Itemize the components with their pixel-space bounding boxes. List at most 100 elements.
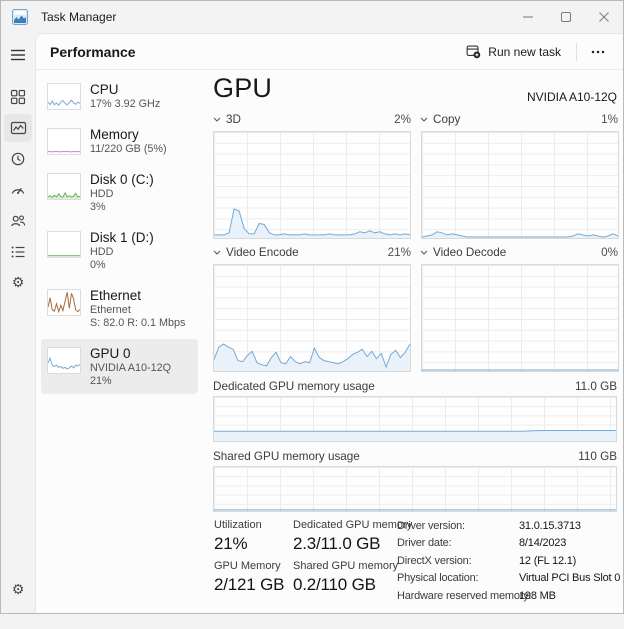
gpu-heading: GPU (213, 73, 273, 103)
nav-processes[interactable] (4, 83, 32, 111)
header-divider (576, 42, 577, 61)
settings-gear-icon: ⚙ (11, 582, 25, 598)
gpu0-usage: 21% (90, 375, 112, 387)
nav-services[interactable]: ⚙ (4, 269, 32, 297)
memory-subtitle: 11/220 GB (5%) (90, 143, 167, 155)
gpu-stats: Utilization 21% Dedicated GPU memory 2.3… (213, 519, 624, 629)
gpu0-name: NVIDIA A10-12Q (90, 362, 172, 374)
run-new-task-label: Run new task (488, 44, 561, 59)
collapse-video-decode-icon[interactable] (420, 250, 428, 255)
ethernet-adapter: Ethernet (90, 304, 131, 316)
copy-chart (421, 131, 619, 239)
stat-gpu-memory: GPU Memory 2/121 GB (214, 560, 285, 594)
3d-chart (213, 131, 411, 239)
dedicated-memory-chart (213, 396, 617, 442)
minimize-button[interactable] (509, 1, 547, 33)
cpu-subtitle: 17% 3.92 GHz (90, 98, 161, 110)
window-title: Task Manager (41, 10, 117, 24)
dedicated-memory-max: 11.0 GB (574, 380, 617, 393)
cpu-mini-chart (47, 83, 81, 110)
maximize-icon (561, 12, 571, 22)
3d-percent: 2% (394, 113, 411, 126)
gpu-adapter-name: NVIDIA A10-12Q (526, 90, 617, 104)
nav-details[interactable] (4, 238, 32, 266)
disk0-mini-chart (47, 173, 81, 200)
memory-title: Memory (90, 127, 139, 142)
sidebar-item-disk1[interactable]: Disk 1 (D:) HDD 0% (41, 223, 198, 278)
video-encode-chart (213, 264, 411, 372)
sidebar-item-memory[interactable]: Memory 11/220 GB (5%) (41, 120, 198, 162)
sidebar-item-ethernet[interactable]: Ethernet Ethernet S: 82.0 R: 0.1 Mbps (41, 281, 198, 336)
disk0-usage: 3% (90, 201, 106, 213)
details-list-icon (11, 246, 25, 258)
video-decode-percent: 0% (601, 246, 618, 259)
shared-memory-chart (213, 466, 617, 512)
cpu-title: CPU (90, 82, 119, 97)
nav-rail: ⚙ ⚙ (1, 33, 35, 613)
directx-version-row: DirectX version: 12 (FL 12.1) (397, 554, 577, 567)
copy-percent: 1% (601, 113, 618, 126)
menu-button[interactable] (4, 41, 32, 69)
chart-header-3d: 3D 2% (213, 113, 411, 126)
disk1-mini-chart (47, 231, 81, 258)
stat-utilization: Utilization 21% (214, 519, 262, 553)
disk1-type: HDD (90, 246, 114, 258)
close-icon (599, 12, 609, 22)
shared-memory-header: Shared GPU memory usage 110 GB (213, 450, 617, 463)
video-decode-chart (421, 264, 619, 372)
window-controls (509, 1, 623, 33)
driver-date-row: Driver date: 8/14/2023 (397, 537, 567, 550)
collapse-3d-icon[interactable] (213, 117, 221, 122)
services-icon: ⚙ (11, 275, 25, 291)
nav-users[interactable] (4, 207, 32, 235)
collapse-video-encode-icon[interactable] (213, 250, 221, 255)
processes-icon (10, 89, 26, 105)
performance-icon (10, 121, 26, 135)
disk1-title: Disk 1 (D:) (90, 230, 154, 245)
ethernet-mini-chart (47, 289, 81, 316)
nav-startup-apps[interactable] (4, 176, 32, 204)
history-clock-icon (11, 152, 25, 166)
minimize-icon (523, 16, 533, 18)
card-header: Performance Run new task (36, 34, 623, 70)
page-title: Performance (50, 43, 136, 60)
memory-mini-chart (47, 128, 81, 155)
sidebar-item-gpu0[interactable]: GPU 0 NVIDIA A10-12Q 21% (41, 339, 198, 394)
shared-memory-max: 110 GB (578, 450, 617, 463)
run-new-task-button[interactable]: Run new task (457, 39, 570, 64)
content-area: CPU 17% 3.92 GHz Memory 11/220 GB (5%) D… (36, 71, 624, 613)
video-encode-percent: 21% (387, 246, 411, 259)
nav-performance[interactable] (4, 114, 32, 142)
stat-dedicated-memory: Dedicated GPU memory 2.3/11.0 GB (293, 519, 413, 553)
users-icon (11, 215, 26, 227)
settings-button[interactable]: ⚙ (4, 576, 32, 604)
app-icon (12, 9, 28, 25)
run-new-task-icon (466, 45, 481, 59)
disk0-title: Disk 0 (C:) (90, 172, 154, 187)
chart-header-video-decode: Video Decode 0% (420, 246, 618, 259)
gpu0-title: GPU 0 (90, 346, 131, 361)
disk0-type: HDD (90, 188, 114, 200)
close-button[interactable] (585, 1, 623, 33)
hamburger-icon (11, 49, 25, 61)
driver-info-list: Driver version: 31.0.15.3713 Driver date… (397, 520, 624, 607)
more-options-button[interactable] (583, 40, 613, 64)
ellipsis-icon (591, 50, 605, 53)
performance-sidebar: CPU 17% 3.92 GHz Memory 11/220 GB (5%) D… (41, 75, 198, 397)
driver-version-row: Driver version: 31.0.15.3713 (397, 520, 581, 532)
maximize-button[interactable] (547, 1, 585, 33)
chart-header-copy: Copy 1% (420, 113, 618, 126)
gpu0-mini-chart (47, 347, 81, 374)
gauge-icon (11, 188, 25, 194)
stat-shared-memory: Shared GPU memory 0.2/110 GB (293, 560, 399, 594)
sidebar-item-disk0[interactable]: Disk 0 (C:) HDD 3% (41, 165, 198, 220)
nav-app-history[interactable] (4, 145, 32, 173)
physical-location-row: Physical location: Virtual PCI Bus Slot … (397, 572, 624, 585)
hardware-reserved-row: Hardware reserved memory: 198 MB (397, 589, 556, 602)
gpu-detail-panel: GPU NVIDIA A10-12Q 3D 2% Copy 1% (212, 73, 624, 613)
collapse-copy-icon[interactable] (420, 117, 428, 122)
disk1-usage: 0% (90, 259, 106, 271)
sidebar-item-cpu[interactable]: CPU 17% 3.92 GHz (41, 75, 198, 117)
dedicated-memory-header: Dedicated GPU memory usage 11.0 GB (213, 380, 617, 393)
chart-header-video-encode: Video Encode 21% (213, 246, 411, 259)
